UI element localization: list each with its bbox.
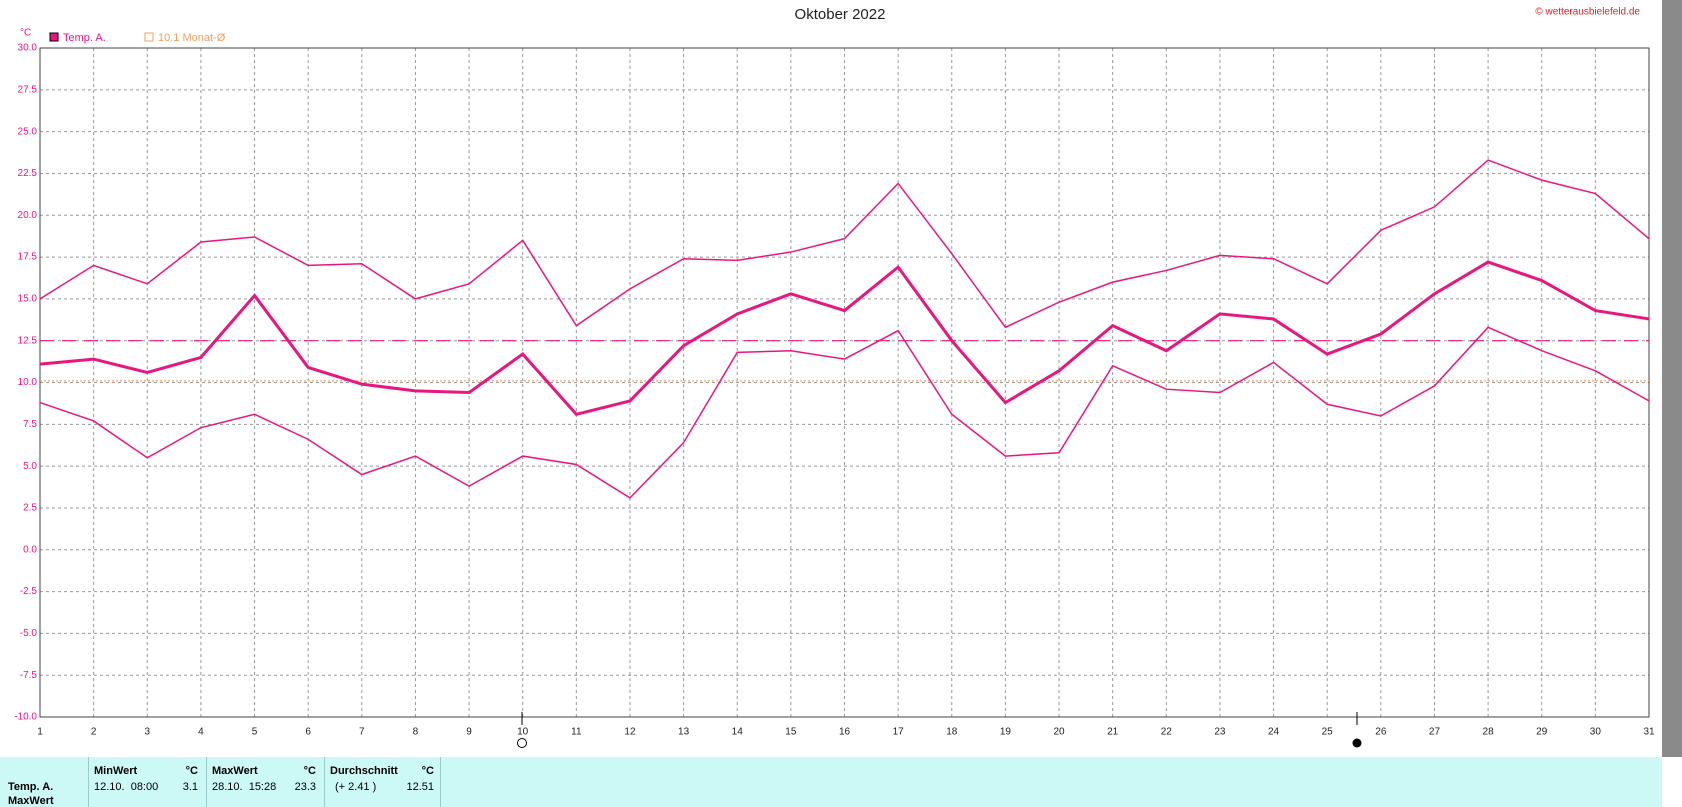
x-tick-label: 31 xyxy=(1643,727,1655,738)
chart: Oktober 2022 © wetterausbielefeld.de °C … xyxy=(14,0,1682,757)
y-tick-label: 27.5 xyxy=(18,84,38,95)
x-tick-label: 16 xyxy=(839,727,851,738)
series-line xyxy=(39,159,1650,329)
x-tick-label: 20 xyxy=(1053,727,1065,738)
x-tick-label: 21 xyxy=(1107,727,1119,738)
x-tick-label: 15 xyxy=(785,727,797,738)
x-tick-label: 11 xyxy=(571,727,582,738)
x-tick-label: 26 xyxy=(1375,727,1387,738)
legend-marker xyxy=(49,32,59,42)
legend-marker xyxy=(144,32,154,42)
y-tick-label: 25.0 xyxy=(18,126,38,137)
y-tick-label: -2.5 xyxy=(20,586,38,597)
y-tick-label: 5.0 xyxy=(23,461,37,472)
separator xyxy=(324,757,325,807)
separator xyxy=(206,757,207,807)
summary-table: Temp. A. MaxWert MinWert °C 12.10. 08:00 3.1 M… xyxy=(0,757,1662,807)
row-label: Temp. A. xyxy=(8,781,54,793)
y-tick-label: 7.5 xyxy=(23,419,37,430)
cell-when: (+ 2.41 ) xyxy=(335,781,377,793)
x-tick-label: 2 xyxy=(91,727,97,738)
x-tick-label: 14 xyxy=(732,727,744,738)
y-tick-label: 30.0 xyxy=(18,43,38,54)
x-tick-label: 27 xyxy=(1429,727,1441,738)
x-tick-label: 30 xyxy=(1590,727,1602,738)
y-tick-label: -5.0 xyxy=(20,628,38,639)
x-tick-label: 24 xyxy=(1268,727,1280,738)
y-tick-label: 10.0 xyxy=(18,377,38,388)
x-tick-label: 1 xyxy=(37,727,43,738)
y-tick-label: 2.5 xyxy=(23,503,37,514)
cell-value: 3.1 xyxy=(182,781,198,793)
y-tick-label: 15.0 xyxy=(18,294,38,305)
cell-when: 28.10. 15:28 xyxy=(212,781,277,793)
x-tick-label: 28 xyxy=(1483,727,1495,738)
full-moon xyxy=(517,738,527,748)
x-tick-label: 12 xyxy=(624,727,636,738)
plot-frame xyxy=(39,47,1650,718)
series-line xyxy=(39,326,1650,499)
y-tick-label: 22.5 xyxy=(18,168,38,179)
col-header: Durchschnitt xyxy=(330,765,398,777)
y-tick-label: 20.0 xyxy=(18,210,38,221)
series-line xyxy=(39,260,1650,416)
y-tick-label: -10.0 xyxy=(14,712,37,723)
new-moon xyxy=(1352,738,1362,748)
col-header: MinWert xyxy=(94,765,138,777)
x-tick-label: 23 xyxy=(1214,727,1226,738)
col-unit: °C xyxy=(185,765,198,777)
separator xyxy=(440,757,441,807)
x-tick-label: 22 xyxy=(1161,727,1173,738)
col-header: MaxWert xyxy=(212,765,258,777)
unit: °C xyxy=(20,28,31,39)
x-tick-label: 10 xyxy=(517,727,529,738)
col-unit: °C xyxy=(421,765,434,777)
x-tick-label: 7 xyxy=(359,727,365,738)
chart-title: Oktober 2022 xyxy=(795,6,886,23)
x-tick-label: 4 xyxy=(198,727,204,738)
cell-when: 12.10. 08:00 xyxy=(94,781,159,793)
x-tick-label: 8 xyxy=(413,727,419,738)
x-tick-label: 13 xyxy=(678,727,690,738)
x-tick-label: 6 xyxy=(305,727,311,738)
y-tick-label: 12.5 xyxy=(18,335,38,346)
side-strip xyxy=(1662,0,1682,757)
credit: © wetterausbielefeld.de xyxy=(1535,7,1640,18)
col-unit: °C xyxy=(303,765,316,777)
y-tick-label: 17.5 xyxy=(18,252,38,263)
separator xyxy=(88,757,89,807)
x-tick-label: 25 xyxy=(1322,727,1334,738)
x-tick-label: 3 xyxy=(144,727,150,738)
y-tick-label: 0.0 xyxy=(23,544,37,555)
x-tick-label: 29 xyxy=(1536,727,1548,738)
x-tick-label: 9 xyxy=(466,727,472,738)
cell-value: 12.51 xyxy=(406,781,434,793)
y-tick-label: -7.5 xyxy=(20,670,38,681)
x-tick-label: 18 xyxy=(946,727,958,738)
row-label: MaxWert xyxy=(8,795,54,807)
x-tick-label: 19 xyxy=(1000,727,1012,738)
legend-label: 10.1 Monat-Ø xyxy=(158,32,226,44)
cell-value: 23.3 xyxy=(294,781,316,793)
x-tick-label: 5 xyxy=(252,727,258,738)
x-tick-label: 17 xyxy=(893,727,905,738)
legend-label: Temp. A. xyxy=(63,32,106,44)
